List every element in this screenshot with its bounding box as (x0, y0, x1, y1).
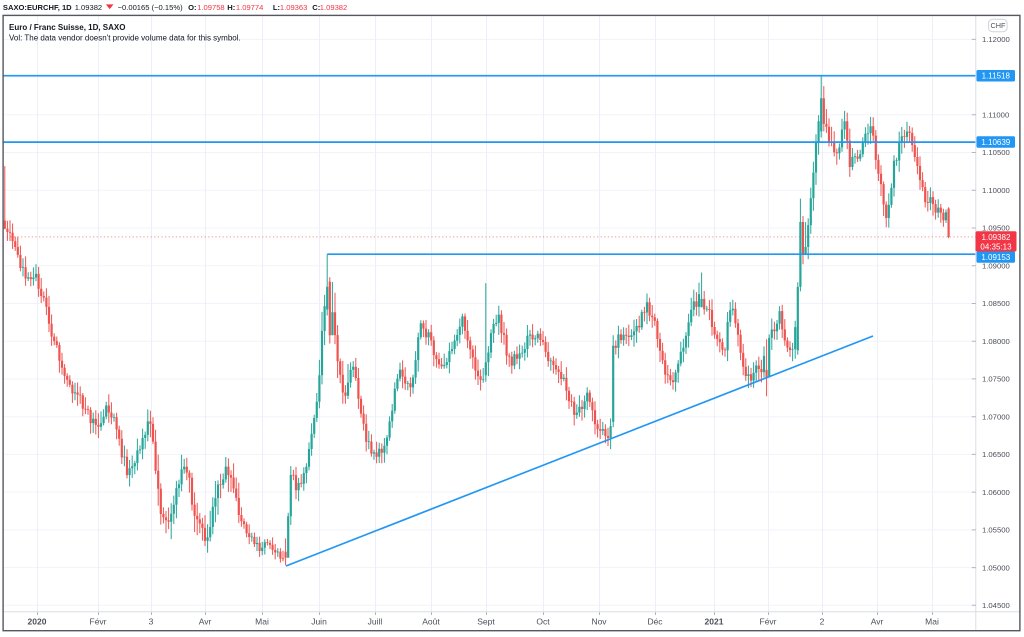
svg-text:1.09500: 1.09500 (982, 224, 1010, 233)
svg-text:2: 2 (820, 617, 825, 627)
svg-text:1.10639: 1.10639 (981, 138, 1010, 147)
svg-text:O:: O: (188, 3, 196, 12)
svg-text:Mai: Mai (255, 617, 269, 627)
svg-text:1.12000: 1.12000 (982, 35, 1010, 44)
svg-text:Déc: Déc (647, 617, 663, 627)
svg-text:2020: 2020 (28, 617, 47, 627)
svg-text:1.05000: 1.05000 (982, 563, 1010, 572)
svg-text:1.06500: 1.06500 (982, 450, 1010, 459)
svg-text:1.11518: 1.11518 (982, 72, 1011, 81)
svg-text:Nov: Nov (591, 617, 607, 627)
svg-text:−0.00165 (−0.15%): −0.00165 (−0.15%) (118, 3, 183, 12)
svg-text:1.10500: 1.10500 (982, 148, 1010, 157)
svg-text:Août: Août (422, 617, 440, 627)
svg-text:Avr: Avr (199, 617, 212, 627)
svg-text:04:35:13: 04:35:13 (980, 242, 1012, 251)
svg-text:Févr: Févr (90, 617, 107, 627)
svg-text:1.05500: 1.05500 (982, 526, 1010, 535)
svg-text:Avr: Avr (871, 617, 884, 627)
svg-text:1.11000: 1.11000 (982, 111, 1009, 120)
svg-text:SAXO:EURCHF, 1D: SAXO:EURCHF, 1D (3, 3, 72, 12)
svg-text:Euro / Franc Suisse, 1D, SAXO: Euro / Franc Suisse, 1D, SAXO (9, 23, 125, 32)
svg-text:Vol: The data vendor doesn't p: Vol: The data vendor doesn't provide vol… (9, 33, 241, 42)
svg-text:1.09382: 1.09382 (982, 233, 1011, 242)
svg-text:1.07500: 1.07500 (982, 375, 1010, 384)
svg-text:1.07000: 1.07000 (982, 412, 1010, 421)
svg-text:Juin: Juin (311, 617, 327, 627)
svg-text:1.10000: 1.10000 (982, 186, 1010, 195)
svg-text:Sept: Sept (477, 617, 495, 627)
svg-text:Févr: Févr (760, 617, 777, 627)
svg-text:1.04500: 1.04500 (982, 601, 1010, 610)
svg-text:1.09363: 1.09363 (280, 3, 307, 12)
svg-text:H:: H: (227, 3, 235, 12)
svg-text:3: 3 (149, 617, 154, 627)
svg-text:C:: C: (312, 3, 320, 12)
svg-text:1.09000: 1.09000 (982, 261, 1010, 270)
svg-text:1.09774: 1.09774 (236, 3, 263, 12)
svg-text:1.08500: 1.08500 (982, 299, 1010, 308)
svg-text:L:: L: (273, 3, 280, 12)
svg-text:1.09382: 1.09382 (320, 3, 347, 12)
svg-text:1.09153: 1.09153 (981, 253, 1010, 262)
svg-text:Oct: Oct (536, 617, 550, 627)
svg-text:1.06000: 1.06000 (982, 488, 1010, 497)
svg-text:Mai: Mai (925, 617, 939, 627)
svg-text:1.08000: 1.08000 (982, 337, 1010, 346)
svg-text:Juill: Juill (368, 617, 383, 627)
svg-text:2021: 2021 (705, 617, 724, 627)
svg-text:CHF: CHF (991, 21, 1007, 30)
svg-text:1.09382: 1.09382 (75, 3, 102, 12)
svg-text:1.09758: 1.09758 (197, 3, 224, 12)
